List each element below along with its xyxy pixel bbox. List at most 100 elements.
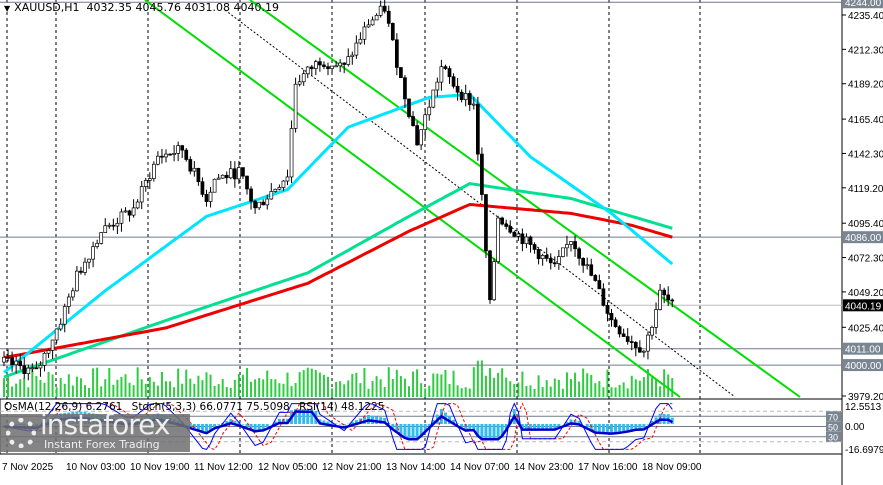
candle-body	[269, 191, 274, 200]
candle	[26, 364, 31, 381]
symbol-label: XAUUSD,H1	[14, 1, 80, 14]
osma-bar	[601, 423, 605, 434]
y-tick-label: 4142.30	[848, 149, 883, 160]
candle	[261, 199, 266, 206]
stoch-signal-line	[4, 402, 673, 450]
osma-bar	[192, 423, 196, 429]
candle	[451, 73, 456, 89]
candle	[87, 258, 91, 269]
candle-body	[196, 167, 201, 183]
candle-body	[342, 62, 347, 65]
ohlc-label: 4032.35 4045.76 4031.08 4040.19	[86, 1, 279, 14]
candle-body	[431, 89, 436, 108]
candle	[540, 253, 545, 266]
candle-body	[662, 289, 667, 296]
osma-bar	[200, 423, 204, 432]
candle	[38, 361, 43, 377]
candle-body	[139, 186, 144, 203]
candle-body	[633, 342, 638, 348]
candle-body	[573, 241, 577, 250]
candle	[216, 173, 221, 180]
level-price-badge	[843, 0, 883, 9]
osma-bar	[423, 423, 427, 432]
osma-bar	[431, 420, 435, 424]
candle	[548, 253, 553, 270]
candle-body	[552, 262, 557, 265]
osma-bar	[468, 423, 472, 430]
candle-body	[220, 174, 225, 179]
candle	[147, 172, 152, 190]
candle-body	[249, 188, 253, 202]
osma-bar	[391, 423, 395, 429]
candle	[14, 356, 18, 374]
candle-body	[293, 83, 298, 129]
candle-body	[496, 217, 500, 263]
candle	[107, 222, 112, 229]
candle	[180, 144, 185, 159]
candle	[160, 148, 164, 164]
osma-bar	[565, 421, 569, 424]
candle	[476, 96, 480, 161]
candle	[633, 341, 638, 357]
osma-bar	[520, 423, 524, 429]
candle-body	[172, 153, 176, 155]
osma-bar	[472, 423, 476, 430]
rsi-level-label: 30	[828, 433, 838, 443]
candle	[593, 273, 598, 282]
y-tick-label: 4165.40	[848, 115, 883, 126]
candle	[670, 298, 675, 308]
candle-body	[556, 256, 561, 264]
osma-bar	[529, 423, 532, 429]
candle-body	[492, 261, 496, 301]
candle-body	[18, 360, 23, 367]
candle-body	[528, 236, 533, 245]
candle	[6, 349, 10, 362]
osma-bar	[403, 423, 407, 439]
y-tick-label: 4235.40	[848, 11, 883, 22]
candle	[354, 35, 359, 59]
candle	[520, 228, 525, 252]
osma-bar	[196, 423, 200, 431]
candle-body	[581, 257, 586, 266]
candle	[561, 247, 565, 258]
x-tick-label: 12 Nov 21:00	[322, 462, 382, 473]
candle	[609, 308, 614, 327]
osma-bar	[480, 423, 484, 439]
candle-body	[447, 68, 452, 78]
osma-bar	[322, 420, 326, 424]
osma-bar	[265, 423, 269, 427]
candle-body	[455, 85, 460, 93]
candle-body	[164, 153, 168, 158]
osma-bar	[217, 423, 221, 425]
osma-bar	[557, 423, 561, 427]
candle-body	[637, 347, 642, 353]
candle	[237, 160, 241, 184]
candle-body	[512, 231, 517, 237]
candle-body	[516, 233, 521, 237]
candle-body	[115, 222, 120, 227]
candle	[277, 184, 282, 191]
x-tick-label: 12 Nov 05:00	[258, 462, 318, 473]
osma-bar	[399, 423, 403, 437]
candle-body	[123, 210, 128, 213]
osma-bar	[618, 423, 622, 434]
candle	[42, 351, 47, 372]
candle-body	[326, 66, 330, 69]
candle-body	[658, 289, 662, 310]
indicator-scale-label: -16.6979	[845, 445, 883, 456]
dropdown-triangle-icon[interactable]: ▼	[4, 4, 11, 13]
candle-body	[66, 296, 71, 307]
gear-logo-icon	[6, 418, 36, 448]
candle-body	[135, 201, 140, 209]
candle	[34, 361, 39, 370]
y-tick-label: 4072.30	[848, 254, 883, 265]
rsi-level-badge	[826, 421, 841, 432]
x-tick-label: 11 Nov 12:00	[194, 462, 253, 473]
candle	[382, 0, 387, 14]
candle-body	[46, 350, 51, 354]
candle	[484, 194, 488, 258]
osma-bar	[460, 423, 464, 427]
candle	[395, 33, 399, 76]
candle	[532, 242, 537, 254]
